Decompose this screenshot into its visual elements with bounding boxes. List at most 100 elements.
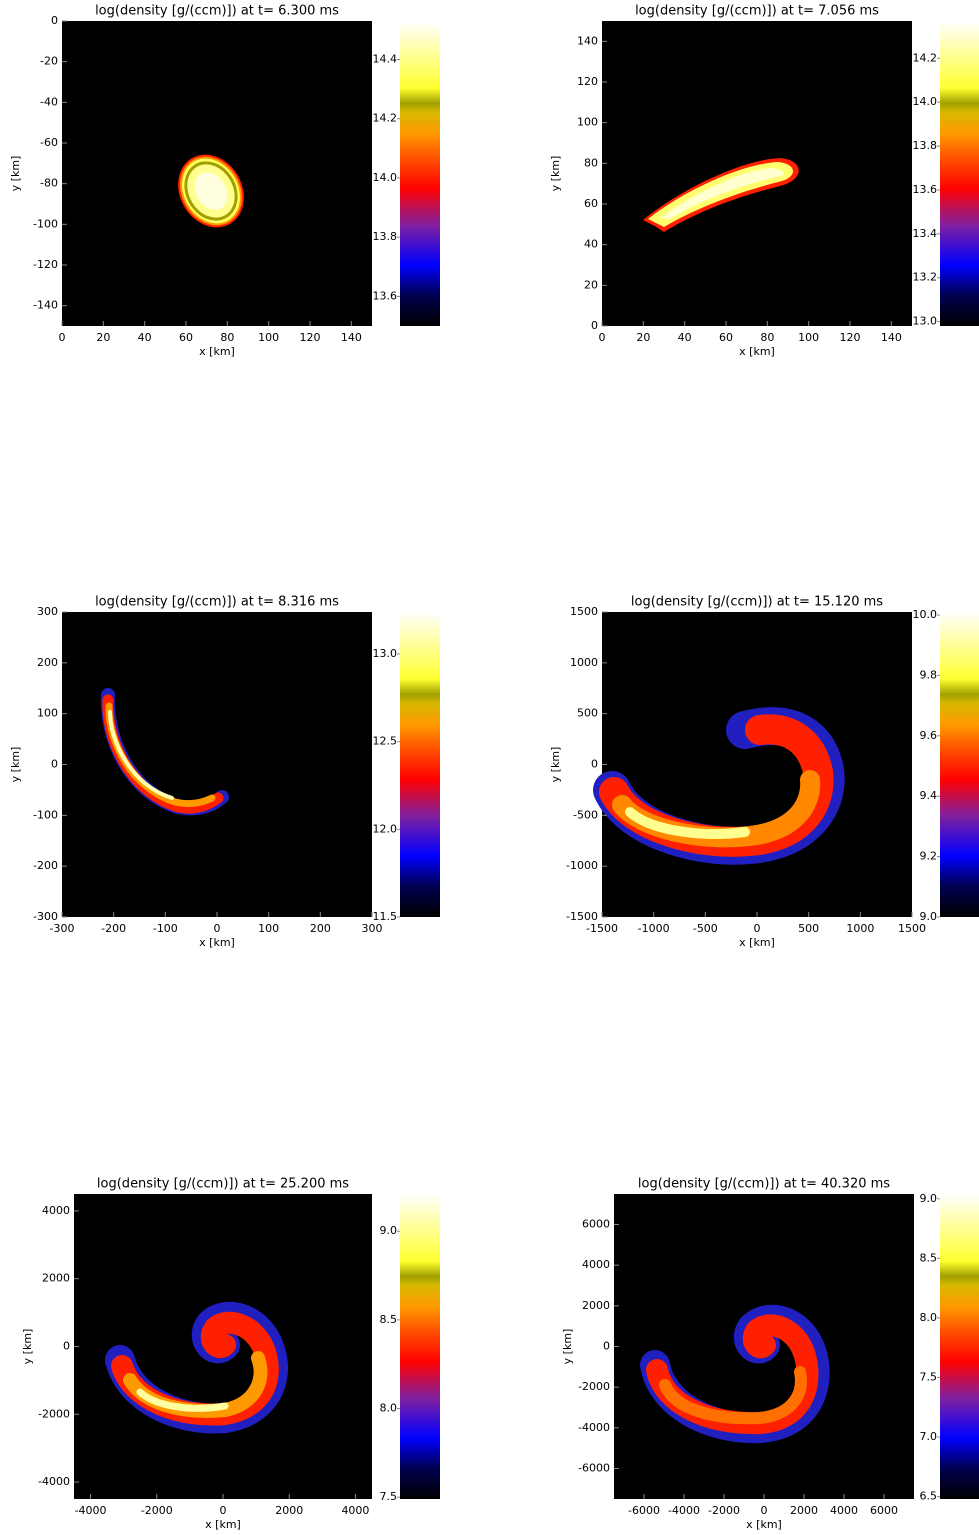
colorbar <box>940 21 979 326</box>
y-tick-label: -100 <box>33 217 58 230</box>
y-axis-label: y [km] <box>549 156 562 192</box>
x-tick-label: 6000 <box>870 1504 898 1517</box>
x-tick-label: 100 <box>798 331 819 344</box>
y-tick-label: -6000 <box>578 1462 610 1475</box>
colorbar-tick-label: 13.8 <box>373 230 398 243</box>
x-tick-label: 2000 <box>790 1504 818 1517</box>
y-tick-label: -4000 <box>578 1421 610 1434</box>
colorbar-tick-label: 13.6 <box>913 183 938 196</box>
y-tick-label: 100 <box>577 116 598 129</box>
colorbar-tick-label: 14.0 <box>373 171 398 184</box>
y-tick-label: -60 <box>40 136 58 149</box>
x-tick-label: 80 <box>760 331 774 344</box>
x-tick-label: 1500 <box>898 922 926 935</box>
chart-title: log(density [g/(ccm)]) at t= 15.120 ms <box>631 595 883 610</box>
chart-title: log(density [g/(ccm)]) at t= 7.056 ms <box>635 4 879 19</box>
x-axis-label: x [km] <box>739 936 775 949</box>
y-tick-label: -2000 <box>578 1380 610 1393</box>
colorbar-tick-label: 9.0 <box>380 1224 398 1237</box>
x-tick-label: -300 <box>50 922 75 935</box>
x-tick-label: 0 <box>754 922 761 935</box>
y-tick-label: -20 <box>40 55 58 68</box>
x-tick-label: 500 <box>798 922 819 935</box>
colorbar-tick-label: 12.5 <box>373 735 398 748</box>
y-tick-label: -80 <box>40 177 58 190</box>
x-tick-label: 140 <box>881 331 902 344</box>
x-tick-label: 20 <box>636 331 650 344</box>
y-tick-label: -1000 <box>566 859 598 872</box>
y-tick-label: 80 <box>584 156 598 169</box>
y-tick-label: -120 <box>33 258 58 271</box>
y-axis-label: y [km] <box>21 1329 34 1365</box>
colorbar-tick-label: 9.8 <box>920 668 938 681</box>
y-axis-label: y [km] <box>549 747 562 783</box>
y-tick-label: -300 <box>33 910 58 923</box>
colorbar <box>400 612 440 917</box>
chart-title: log(density [g/(ccm)]) at t= 25.200 ms <box>97 1177 349 1192</box>
x-axis-label: x [km] <box>739 345 775 358</box>
colorbar-tick-label: 13.0 <box>373 647 398 660</box>
colorbar-tick-label: 7.5 <box>920 1370 938 1383</box>
backgrounds <box>62 21 914 1499</box>
colorbar-tick-label: 13.0 <box>913 315 938 328</box>
x-tick-label: -1000 <box>638 922 670 935</box>
y-tick-label: -4000 <box>38 1475 70 1488</box>
y-tick-label: 1500 <box>570 605 598 618</box>
x-tick-label: -2000 <box>708 1504 740 1517</box>
y-tick-label: 0 <box>51 14 58 27</box>
y-tick-label: -200 <box>33 859 58 872</box>
x-tick-label: 4000 <box>830 1504 858 1517</box>
y-axis-label: y [km] <box>9 747 22 783</box>
colorbar-tick-label: 13.4 <box>913 227 938 240</box>
y-tick-label: 1000 <box>570 656 598 669</box>
x-tick-label: -4000 <box>668 1504 700 1517</box>
colorbar-tick-label: 8.5 <box>920 1251 938 1264</box>
colorbar-tick-label: 6.5 <box>920 1490 938 1503</box>
colorbar-tick-label: 13.8 <box>913 139 938 152</box>
y-tick-label: 4000 <box>42 1204 70 1217</box>
x-tick-label: 0 <box>59 331 66 344</box>
x-tick-label: 120 <box>300 331 321 344</box>
x-tick-label: 0 <box>214 922 221 935</box>
x-axis-label: x [km] <box>199 345 235 358</box>
colorbar-tick-label: 10.0 <box>913 608 938 621</box>
colorbar-tick-label: 14.4 <box>373 52 398 65</box>
colorbar-tick-label: 14.2 <box>913 51 938 64</box>
y-tick-label: 500 <box>577 707 598 720</box>
y-tick-label: 120 <box>577 75 598 88</box>
chart-title: log(density [g/(ccm)]) at t= 40.320 ms <box>638 1177 890 1192</box>
x-axis-label: x [km] <box>205 1518 241 1531</box>
colorbar <box>940 612 979 917</box>
y-tick-label: 0 <box>603 1340 610 1353</box>
x-tick-label: -6000 <box>628 1504 660 1517</box>
x-tick-label: 4000 <box>341 1504 369 1517</box>
x-tick-label: 2000 <box>275 1504 303 1517</box>
colorbar-tick-label: 13.6 <box>373 289 398 302</box>
y-tick-label: 0 <box>591 758 598 771</box>
x-tick-label: -500 <box>693 922 718 935</box>
y-tick-label: -2000 <box>38 1407 70 1420</box>
colorbar-tick-label: 14.0 <box>913 95 938 108</box>
y-tick-label: 300 <box>37 605 58 618</box>
colorbar-tick-label: 9.2 <box>920 850 938 863</box>
x-tick-label: 300 <box>362 922 383 935</box>
y-tick-label: 40 <box>584 238 598 251</box>
x-tick-label: 60 <box>179 331 193 344</box>
x-tick-label: 60 <box>719 331 733 344</box>
y-tick-label: 2000 <box>42 1272 70 1285</box>
colorbar-tick-label: 12.0 <box>373 822 398 835</box>
page: log(density [g/(ccm)]) at t= 6.300 msx [… <box>0 0 979 1535</box>
y-tick-label: 100 <box>37 707 58 720</box>
plot-area <box>602 612 912 917</box>
colorbar-tick-label: 8.0 <box>920 1311 938 1324</box>
y-axis-label: y [km] <box>561 1329 574 1365</box>
x-tick-label: 140 <box>341 331 362 344</box>
colorbar-tick-label: 9.0 <box>920 1192 938 1205</box>
x-tick-label: -200 <box>101 922 126 935</box>
y-tick-label: 140 <box>577 34 598 47</box>
x-tick-label: 20 <box>96 331 110 344</box>
y-tick-label: 60 <box>584 197 598 210</box>
y-tick-label: 0 <box>51 758 58 771</box>
y-tick-label: 200 <box>37 656 58 669</box>
y-tick-label: -40 <box>40 95 58 108</box>
